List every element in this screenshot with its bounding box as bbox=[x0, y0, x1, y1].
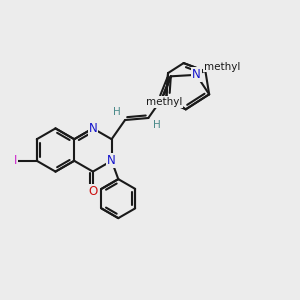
Text: O: O bbox=[88, 184, 98, 198]
Text: I: I bbox=[14, 154, 17, 167]
Text: H: H bbox=[113, 106, 121, 117]
Text: N: N bbox=[107, 154, 116, 167]
Text: N: N bbox=[88, 122, 97, 135]
Text: H: H bbox=[153, 120, 160, 130]
Text: methyl: methyl bbox=[204, 61, 241, 72]
Text: N: N bbox=[192, 68, 201, 81]
Text: methyl: methyl bbox=[146, 97, 183, 107]
